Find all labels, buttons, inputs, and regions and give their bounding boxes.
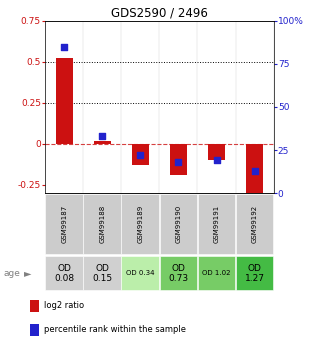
Text: OD
0.08: OD 0.08	[54, 264, 74, 283]
Point	[176, 159, 181, 165]
Text: log2 ratio: log2 ratio	[44, 301, 84, 310]
Point	[100, 134, 105, 139]
Text: OD 1.02: OD 1.02	[202, 270, 231, 276]
Text: GSM99192: GSM99192	[252, 205, 258, 243]
Bar	[170, 144, 187, 175]
Text: OD
1.27: OD 1.27	[245, 264, 265, 283]
Bar	[208, 144, 225, 160]
Text: OD
0.73: OD 0.73	[168, 264, 188, 283]
Text: GSM99191: GSM99191	[214, 205, 220, 243]
Bar	[30, 324, 39, 336]
Bar	[56, 59, 73, 144]
Text: percentile rank within the sample: percentile rank within the sample	[44, 325, 186, 334]
Text: ►: ►	[24, 268, 32, 278]
Title: GDS2590 / 2496: GDS2590 / 2496	[111, 7, 208, 20]
FancyBboxPatch shape	[198, 256, 235, 290]
Point	[138, 152, 143, 158]
Text: GSM99190: GSM99190	[175, 205, 181, 243]
Point	[214, 158, 219, 163]
Text: GSM99187: GSM99187	[61, 205, 67, 243]
Bar	[246, 144, 263, 193]
FancyBboxPatch shape	[83, 195, 121, 254]
FancyBboxPatch shape	[160, 195, 197, 254]
FancyBboxPatch shape	[236, 256, 273, 290]
Text: OD 0.34: OD 0.34	[126, 270, 155, 276]
Text: GSM99188: GSM99188	[99, 205, 105, 243]
Point	[62, 44, 67, 49]
Text: GSM99189: GSM99189	[137, 205, 143, 243]
FancyBboxPatch shape	[198, 195, 235, 254]
Text: OD
0.15: OD 0.15	[92, 264, 112, 283]
Point	[252, 168, 257, 174]
FancyBboxPatch shape	[236, 195, 273, 254]
Bar	[30, 299, 39, 312]
Bar	[132, 144, 149, 165]
FancyBboxPatch shape	[122, 256, 159, 290]
FancyBboxPatch shape	[160, 256, 197, 290]
Text: age: age	[3, 269, 20, 278]
Bar	[94, 141, 111, 144]
FancyBboxPatch shape	[45, 256, 83, 290]
FancyBboxPatch shape	[122, 195, 159, 254]
FancyBboxPatch shape	[83, 256, 121, 290]
FancyBboxPatch shape	[45, 195, 83, 254]
